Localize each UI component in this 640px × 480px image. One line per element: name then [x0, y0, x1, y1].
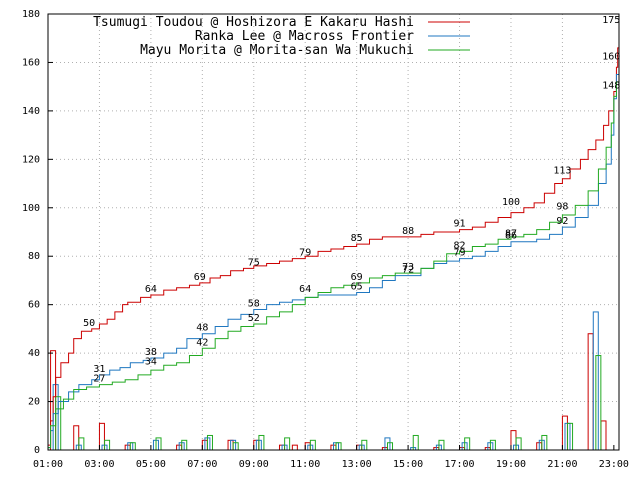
y-tick-label: 40 [28, 348, 40, 359]
data-label: 148 [602, 81, 620, 92]
x-tick-label: 17:00 [444, 459, 474, 470]
data-label: 65 [351, 282, 363, 293]
data-label: 69 [194, 272, 206, 283]
series-line-3 [48, 79, 620, 449]
data-label: 34 [145, 357, 157, 368]
y-tick-label: 80 [28, 251, 40, 262]
data-label: 160 [602, 51, 620, 62]
data-label: 42 [196, 337, 208, 348]
x-tick-label: 23:00 [599, 459, 629, 470]
y-tick-label: 0 [34, 445, 40, 456]
y-tick-label: 20 [28, 397, 40, 408]
series-line-1 [48, 26, 620, 446]
data-label: 85 [351, 233, 363, 244]
legend: Tsumugi Toudou @ Hoshizora E Kakaru Hash… [93, 15, 470, 58]
data-label: 38 [145, 347, 157, 358]
y-tick-label: 100 [22, 203, 40, 214]
y-tick-label: 160 [22, 57, 40, 68]
data-label: 82 [454, 240, 466, 251]
data-label: 58 [248, 299, 260, 310]
data-label: 87 [505, 228, 517, 239]
series-lines [48, 26, 620, 449]
data-label: 113 [553, 165, 571, 176]
data-label: 69 [351, 272, 363, 283]
grid [48, 14, 619, 450]
y-tick-label: 140 [22, 106, 40, 117]
data-label: 100 [502, 197, 520, 208]
x-tick-label: 09:00 [239, 459, 269, 470]
legend-label: Ranka Lee @ Macross Frontier [195, 29, 414, 44]
data-label: 48 [196, 323, 208, 334]
data-label: 73 [402, 262, 414, 273]
legend-label: Tsumugi Toudou @ Hoshizora E Kakaru Hash… [93, 15, 414, 30]
data-label: 64 [299, 284, 311, 295]
x-tick-label: 05:00 [136, 459, 166, 470]
data-label: 86 [505, 231, 517, 242]
x-tick-label: 01:00 [33, 459, 63, 470]
data-label: 31 [93, 364, 105, 375]
data-label: 88 [402, 226, 414, 237]
x-tick-label: 03:00 [84, 459, 114, 470]
x-tick-label: 11:00 [290, 459, 320, 470]
plot-frame [47, 13, 620, 451]
x-axis-ticks: 01:00 03:00 05:00 07:00 09:00 11:00 13:00 15:00… [33, 445, 629, 470]
data-label: 75 [248, 257, 260, 268]
x-tick-label: 19:00 [496, 459, 526, 470]
data-label: 175 [602, 15, 620, 26]
data-label: 64 [145, 284, 157, 295]
data-label: 98 [556, 202, 568, 213]
data-label: 79 [299, 248, 311, 259]
legend-label: Mayu Morita @ Morita-san Wa Mukuchi [140, 43, 414, 58]
data-labels: 50 64 69 75 79 85 88 91 100 113 148 175 31 38 48 58 64 65… [83, 15, 620, 384]
data-label: 92 [556, 216, 568, 227]
data-label: 79 [454, 248, 466, 259]
x-tick-label: 15:00 [393, 459, 423, 470]
x-tick-label: 21:00 [547, 459, 577, 470]
data-label: 50 [83, 318, 95, 329]
data-label: 72 [402, 265, 414, 276]
data-label: 27 [93, 374, 105, 385]
y-tick-label: 120 [22, 154, 40, 165]
y-axis-ticks: 0 20 40 60 80 100 120 140 160 180 [22, 9, 53, 456]
y-tick-label: 180 [22, 9, 40, 20]
y-tick-label: 60 [28, 300, 40, 311]
data-label: 52 [248, 313, 260, 324]
x-tick-label: 07:00 [187, 459, 217, 470]
data-label: 91 [454, 219, 466, 230]
x-tick-label: 13:00 [342, 459, 372, 470]
